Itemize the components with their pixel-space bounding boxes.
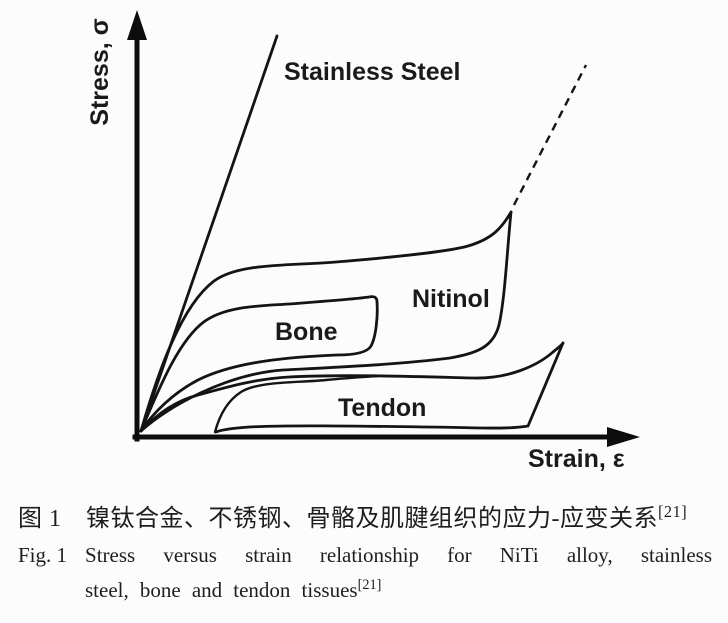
- bone-label: Bone: [275, 318, 338, 346]
- caption-english-line1: Fig. 1 Stress versus strain relationship …: [18, 543, 712, 568]
- bone-loop-curve: [139, 295, 379, 433]
- tendon-toe-curve: [213, 374, 380, 434]
- caption-chinese-reference: [21]: [658, 502, 688, 521]
- tendon-label: Tendon: [338, 394, 426, 422]
- nitinol-unloading-curve: [139, 210, 513, 433]
- y-axis-label: Stress, σ: [86, 18, 114, 125]
- tendon-lower-curve: [214, 341, 565, 434]
- x-axis-label: Strain, ε: [528, 445, 625, 473]
- caption-english-reference: [21]: [357, 577, 382, 593]
- y-axis-arrowhead-icon: [127, 10, 147, 40]
- nitinol-label: Nitinol: [412, 285, 490, 313]
- nitinol-loading-curve: [139, 210, 513, 433]
- caption-english-line1-text: Stress versus strain relationship for Ni…: [85, 543, 712, 567]
- caption-figure-number: Fig. 1: [18, 543, 68, 567]
- x-axis-arrowhead-icon: [607, 427, 640, 447]
- stainless-steel-label: Stainless Steel: [284, 58, 460, 86]
- caption-english-line2: steel, bone and tendon tissues[21]: [85, 578, 728, 603]
- caption-chinese-text: 图 1 镍钛合金、不锈钢、骨骼及肌腱组织的应力-应变关系: [18, 506, 658, 532]
- stress-strain-chart: Stainless Steel Nitinol Bone Tendon Stre…: [86, 10, 640, 473]
- nitinol-dashed-continuation-curve: [512, 64, 588, 206]
- tendon-upper-curve: [139, 341, 565, 433]
- caption-chinese: 图 1 镍钛合金、不锈钢、骨骼及肌腱组织的应力-应变关系[21]: [18, 498, 714, 533]
- caption-english-line2-text: steel, bone and tendon tissues: [85, 578, 358, 602]
